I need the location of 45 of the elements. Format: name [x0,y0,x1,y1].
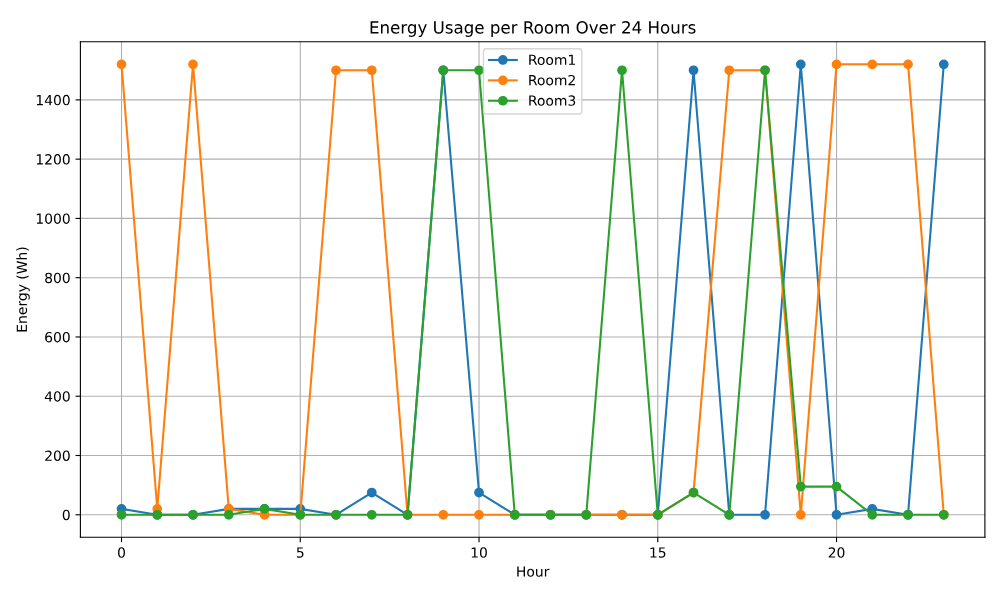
point [724,65,735,76]
y-tick-label: 1200 [36,154,70,165]
point [474,487,484,498]
legend-label: Room2 [529,74,575,86]
point [831,509,842,520]
x-tick-label: 20 [828,547,845,558]
point [116,59,127,70]
point [831,481,842,492]
x-tick-label: 5 [296,547,304,558]
point [938,59,949,70]
point [116,509,127,520]
y-tick-label: 0 [62,509,70,521]
point [474,509,484,520]
y-tick-label: 200 [45,450,70,461]
legend-label: Room1 [529,54,575,66]
y-axis-title: Energy (Wh) [16,247,30,332]
point [795,509,806,520]
point [760,509,770,520]
point [366,65,377,76]
x-tick-label: 10 [471,547,487,558]
point [795,481,806,492]
y-tick-label: 600 [45,331,70,343]
legend-label: Room3 [529,95,576,106]
x-tick-label: 15 [650,547,666,558]
point [331,65,341,76]
point [438,509,449,520]
y-tick-label: 1400 [36,94,70,106]
point [223,509,234,520]
point [474,65,484,76]
x-tick-label: 0 [118,547,126,558]
y-tick-label: 400 [44,391,70,402]
x-axis-title: Hour [517,566,550,577]
point [867,509,878,520]
y-tick-label: 800 [45,272,70,284]
point [795,59,806,70]
point [617,65,627,76]
point [831,59,842,70]
point [188,59,198,70]
point [366,509,377,520]
point [688,65,699,76]
point [366,487,377,498]
y-tick-label: 1000 [36,213,70,224]
point [867,59,878,70]
point [903,59,913,70]
chart-title: Energy Usage per Room Over 24 Hours [370,21,696,37]
